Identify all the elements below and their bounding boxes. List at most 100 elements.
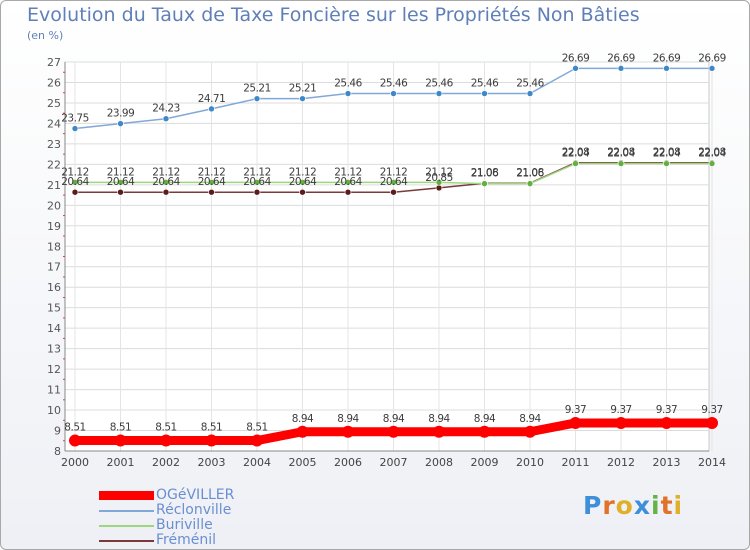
data-point xyxy=(390,188,397,196)
data-label: 25.21 xyxy=(289,83,317,95)
data-point xyxy=(663,65,670,72)
data-point xyxy=(162,179,170,186)
legend-item: OGéVILLER xyxy=(99,488,234,503)
data-label: 20.64 xyxy=(61,176,89,188)
x-tick-label: 2003 xyxy=(198,456,226,469)
data-point xyxy=(205,434,218,447)
data-label: 20.64 xyxy=(334,176,362,188)
data-point xyxy=(299,179,306,186)
data-label: 22.08 xyxy=(607,147,635,159)
y-tick-label: 12 xyxy=(47,363,61,376)
data-label: 24.71 xyxy=(198,93,226,105)
data-point xyxy=(162,115,170,123)
x-tick-label: 2014 xyxy=(698,456,726,469)
data-label: 23.99 xyxy=(107,108,135,120)
data-label: 26.69 xyxy=(562,52,590,64)
data-point xyxy=(706,416,718,429)
y-tick-label: 26 xyxy=(47,76,61,89)
data-label: 8.51 xyxy=(110,422,131,434)
data-point xyxy=(69,434,81,447)
data-point xyxy=(344,188,352,196)
data-label: 22.08 xyxy=(653,147,681,159)
data-point xyxy=(617,160,625,167)
data-point xyxy=(251,434,263,447)
data-point xyxy=(114,434,127,447)
legend-swatch xyxy=(99,509,154,512)
data-point xyxy=(160,434,172,447)
legend-label: Réclonville xyxy=(156,502,232,518)
data-point xyxy=(342,425,354,438)
data-point xyxy=(569,416,582,429)
data-point xyxy=(526,180,534,187)
data-point xyxy=(208,188,215,196)
data-point xyxy=(117,188,124,196)
y-tick-label: 16 xyxy=(47,281,61,294)
data-label: 8.51 xyxy=(246,422,267,434)
data-label: 22.04 xyxy=(607,148,635,160)
data-label: 8.94 xyxy=(337,413,359,425)
x-tick-label: 2005 xyxy=(289,456,317,469)
data-point xyxy=(435,90,443,97)
chart-unit: (en %) xyxy=(27,29,64,42)
data-label: 8.51 xyxy=(155,422,176,434)
data-point xyxy=(390,90,397,97)
data-point xyxy=(299,188,306,196)
legend-label: Buriville xyxy=(156,517,213,533)
data-point xyxy=(660,416,673,429)
data-label: 22.08 xyxy=(562,147,590,159)
data-label: 25.46 xyxy=(334,78,362,90)
data-point xyxy=(71,179,79,186)
proxiti-logo: Proxiti xyxy=(583,491,683,520)
data-label: 24.23 xyxy=(152,103,180,115)
data-label: 21.08 xyxy=(516,167,544,179)
data-point xyxy=(478,425,491,438)
y-tick-label: 10 xyxy=(47,404,61,417)
x-tick-label: 2010 xyxy=(516,456,544,469)
data-label: 9.37 xyxy=(701,404,722,416)
y-tick-label: 27 xyxy=(47,56,61,69)
data-label: 21.12 xyxy=(334,166,362,178)
data-label: 9.37 xyxy=(656,404,677,416)
data-label: 25.46 xyxy=(471,78,499,90)
data-label: 8.51 xyxy=(64,422,85,434)
data-point xyxy=(162,188,170,196)
y-tick-label: 23 xyxy=(47,138,61,151)
data-point xyxy=(208,105,215,113)
data-label: 20.64 xyxy=(289,176,317,188)
data-label: 20.64 xyxy=(243,176,271,188)
data-label: 21.06 xyxy=(516,168,544,180)
data-point xyxy=(299,95,306,102)
data-label: 22.04 xyxy=(698,148,726,160)
y-tick-label: 21 xyxy=(47,179,61,192)
data-label: 25.46 xyxy=(425,78,453,90)
data-label: 21.12 xyxy=(380,166,408,178)
data-label: 22.08 xyxy=(698,147,726,159)
data-label: 25.21 xyxy=(243,83,271,95)
data-label: 20.64 xyxy=(107,176,135,188)
y-tick-label: 13 xyxy=(47,343,61,356)
y-tick-label: 17 xyxy=(47,261,61,274)
legend-swatch xyxy=(99,491,154,500)
data-point xyxy=(387,425,400,438)
y-tick-label: 14 xyxy=(47,322,61,335)
legend-item: Fréménil xyxy=(99,533,234,548)
data-label: 21.08 xyxy=(471,167,499,179)
data-label: 21.12 xyxy=(289,166,317,178)
y-tick-label: 22 xyxy=(47,158,61,171)
data-point xyxy=(708,65,716,72)
data-point xyxy=(708,160,716,167)
logo-letter: x xyxy=(633,491,651,520)
data-point xyxy=(253,188,261,196)
data-label: 20.64 xyxy=(380,176,408,188)
data-label: 8.94 xyxy=(428,413,450,425)
data-label: 8.94 xyxy=(383,413,405,425)
data-label: 20.64 xyxy=(198,176,226,188)
data-label: 8.94 xyxy=(292,413,314,425)
data-label: 26.69 xyxy=(698,52,726,64)
data-label: 21.12 xyxy=(198,166,226,178)
legend-swatch xyxy=(99,539,154,542)
legend-item: Réclonville xyxy=(99,503,234,518)
data-point xyxy=(344,90,352,97)
